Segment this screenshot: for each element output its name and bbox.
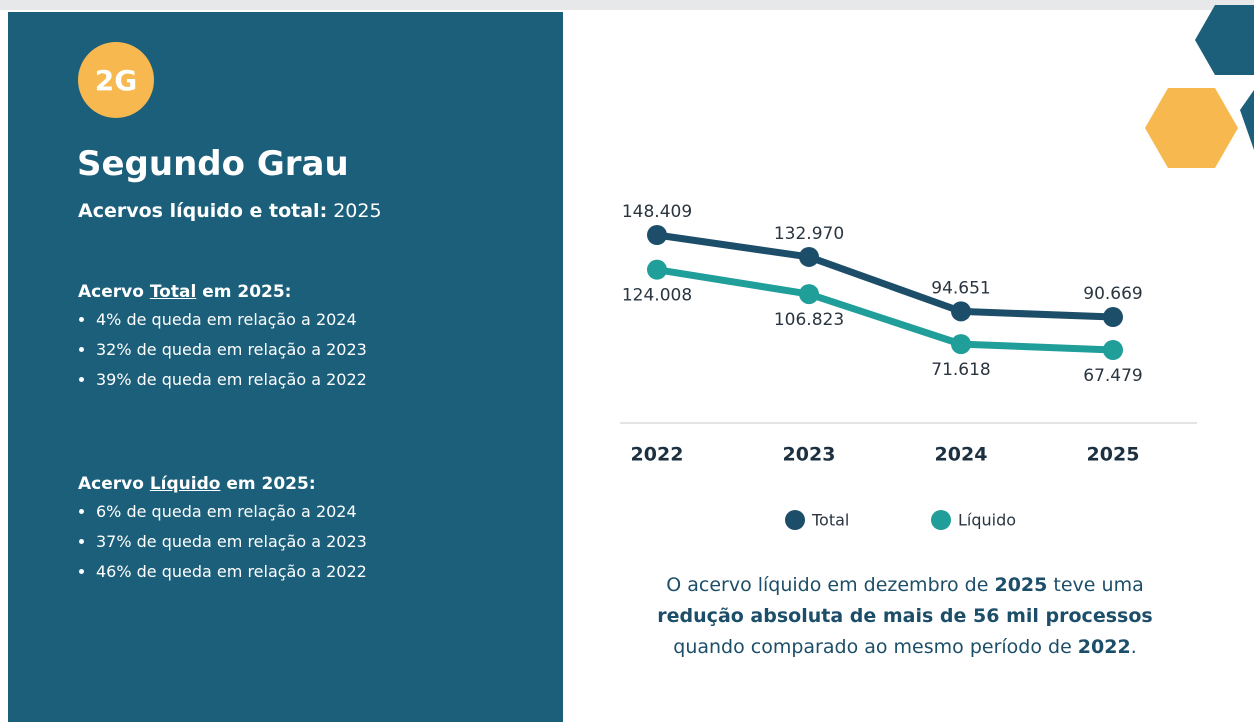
legend-label: Líquido: [958, 511, 1016, 530]
heading-part: Acervo: [78, 282, 150, 302]
data-point: [1103, 307, 1123, 328]
data-point: [1103, 340, 1123, 360]
x-tick-label: 2024: [935, 444, 988, 466]
panel-title: Segundo Grau: [77, 144, 349, 184]
data-label: 94.651: [931, 278, 990, 298]
data-point: [799, 246, 819, 267]
data-point: [951, 301, 971, 322]
caption-text: .: [1130, 636, 1137, 658]
heading-part: Acervo: [78, 474, 150, 494]
series-line: [656, 266, 1114, 354]
bullet-item: 46% de queda em relação a 2022: [96, 562, 367, 581]
heading-part: Líquido: [149, 474, 221, 494]
legend-marker: [931, 510, 951, 530]
caption-text: O acervo líquido em dezembro de: [666, 574, 995, 596]
hexagon-decoration: [1240, 90, 1254, 150]
bullet-item: 6% de queda em relação a 2024: [96, 502, 367, 521]
caption-bold: redução absoluta de mais de 56 mil proce…: [657, 605, 1153, 627]
x-tick-label: 2023: [783, 444, 836, 466]
caption-text: quando comparado ao mesmo período de: [673, 636, 1078, 658]
top-strip: [0, 0, 1254, 10]
heading-part: em 2025:: [196, 282, 292, 302]
heading-part: em 2025:: [220, 474, 316, 494]
badge: 2G: [78, 42, 154, 118]
heading-part: Total: [149, 282, 197, 302]
bullet-list: 4% de queda em relação a 2024 32% de qued…: [78, 310, 367, 389]
legend-label: Total: [811, 511, 849, 530]
legend-marker: [785, 510, 805, 530]
bullet-item: 4% de queda em relação a 2024: [96, 310, 367, 329]
data-point: [799, 284, 819, 305]
data-label: 67.479: [1083, 366, 1142, 386]
data-point: [647, 259, 667, 280]
bullet-item: 39% de queda em relação a 2022: [96, 370, 367, 389]
panel-subtitle: Acervos líquido e total: 2025: [78, 200, 382, 222]
caption-text: teve uma: [1047, 574, 1144, 596]
bullet-item: 37% de queda em relação a 2023: [96, 532, 367, 551]
series-line: [656, 231, 1114, 321]
caption-bold: 2025: [994, 574, 1048, 596]
section: Acervo Total em 2025: 4% de queda em rela…: [78, 282, 367, 400]
section-heading: Acervo Líquido em 2025:: [78, 474, 367, 494]
bullet-list: 6% de queda em relação a 2024 37% de qued…: [78, 502, 367, 581]
x-tick-label: 2022: [631, 444, 684, 466]
data-label: 71.618: [931, 360, 990, 380]
data-point: [951, 334, 971, 355]
section: Acervo Líquido em 2025: 6% de queda em re…: [78, 474, 367, 592]
x-tick-label: 2025: [1087, 444, 1140, 466]
caption-bold: 2022: [1077, 636, 1131, 658]
data-label: 106.823: [774, 310, 844, 330]
subtitle-year: 2025: [333, 200, 382, 222]
bullet-item: 32% de queda em relação a 2023: [96, 340, 367, 359]
hexagon-decoration: [1195, 5, 1254, 75]
side-panel: 2G Segundo Grau Acervos líquido e total:…: [8, 12, 563, 722]
data-label: 148.409: [622, 202, 692, 222]
section-heading: Acervo Total em 2025:: [78, 282, 367, 302]
data-point: [647, 225, 667, 245]
hexagon-decoration: [1145, 88, 1238, 168]
subtitle-label: Acervos líquido e total:: [78, 200, 328, 222]
data-label: 132.970: [774, 224, 844, 244]
caption: O acervo líquido em dezembro de 2025 tev…: [600, 570, 1210, 663]
data-label: 90.669: [1083, 284, 1142, 304]
data-label: 124.008: [622, 286, 692, 306]
